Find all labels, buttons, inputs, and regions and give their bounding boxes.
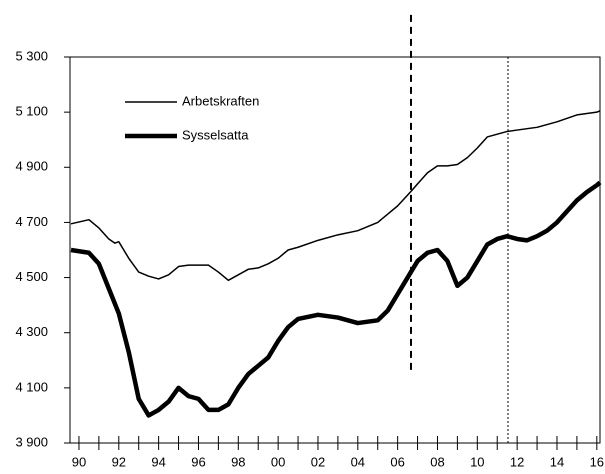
legend-label: Sysselsatta: [182, 127, 249, 142]
y-tick-label: 4 900: [15, 159, 48, 174]
y-tick-label: 5 100: [15, 104, 48, 119]
x-tick-label: 08: [430, 454, 444, 469]
x-tick-label: 96: [191, 454, 205, 469]
x-tick-label: 14: [550, 454, 564, 469]
x-tick-label: 02: [311, 454, 325, 469]
y-tick-label: 4 500: [15, 269, 48, 284]
y-tick-label: 4 300: [15, 324, 48, 339]
x-tick-label: 06: [390, 454, 404, 469]
x-tick-label: 10: [470, 454, 484, 469]
x-tick-label: 98: [231, 454, 245, 469]
x-tick-label: 00: [271, 454, 285, 469]
x-tick-label: 92: [112, 454, 126, 469]
x-tick-label: 94: [151, 454, 165, 469]
x-tick-label: 90: [72, 454, 86, 469]
x-tick-label: 04: [351, 454, 365, 469]
y-tick-label: 5 300: [15, 48, 48, 63]
plot-frame: [69, 56, 601, 444]
y-tick-label: 4 700: [15, 214, 48, 229]
y-tick-label: 4 100: [15, 379, 48, 394]
series-line: [70, 110, 601, 282]
x-tick-label: 16: [590, 454, 604, 469]
series-line: [70, 180, 602, 418]
y-tick-label: 3 900: [15, 434, 48, 449]
x-tick-label: 12: [510, 454, 524, 469]
legend-label: Arbetskraften: [182, 93, 259, 108]
